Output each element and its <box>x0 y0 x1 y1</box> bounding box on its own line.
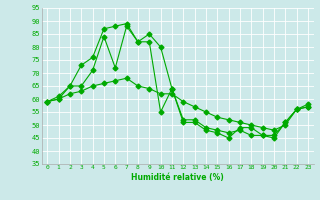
X-axis label: Humidité relative (%): Humidité relative (%) <box>131 173 224 182</box>
